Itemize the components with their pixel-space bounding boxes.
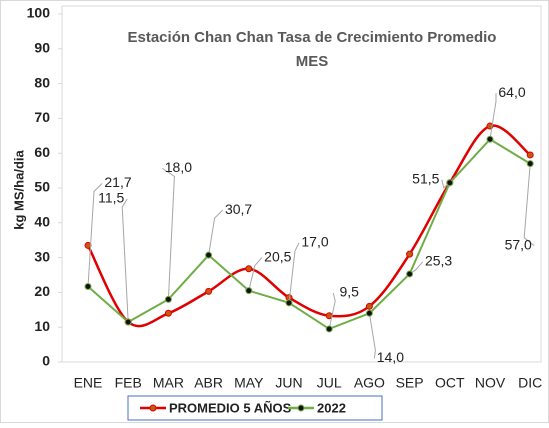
x-tick-label: FEB bbox=[115, 375, 142, 391]
data-point bbox=[406, 250, 414, 258]
data-point bbox=[365, 302, 373, 310]
data-point bbox=[164, 309, 172, 317]
data-point bbox=[365, 309, 373, 317]
x-tick-label: ABR bbox=[194, 375, 223, 391]
data-label: 30,7 bbox=[225, 201, 252, 217]
label-leader bbox=[523, 163, 535, 247]
data-point bbox=[84, 282, 92, 290]
label-leader bbox=[489, 93, 497, 140]
legend-marker bbox=[297, 404, 305, 412]
data-point bbox=[486, 135, 494, 143]
label-leader bbox=[162, 167, 175, 300]
data-label: 11,5 bbox=[98, 190, 124, 206]
y-tick-label: 80 bbox=[34, 74, 50, 90]
legend-label: 2022 bbox=[317, 400, 346, 415]
data-point bbox=[526, 160, 534, 168]
data-point bbox=[205, 287, 213, 295]
series-line bbox=[87, 138, 531, 331]
y-tick-label: 100 bbox=[27, 5, 51, 21]
data-point bbox=[446, 179, 454, 187]
x-tick-label: JUL bbox=[317, 375, 342, 391]
data-label: 57,0 bbox=[505, 236, 532, 252]
series-line bbox=[86, 124, 532, 328]
label-leader bbox=[208, 209, 223, 256]
data-label: 51,5 bbox=[412, 170, 439, 186]
x-tick-label: AGO bbox=[354, 375, 385, 391]
y-tick-label: 90 bbox=[34, 40, 50, 56]
data-label: 21,7 bbox=[104, 174, 131, 190]
plot-frame bbox=[61, 5, 542, 363]
x-tick-label: JUN bbox=[275, 375, 302, 391]
label-leader bbox=[288, 242, 300, 303]
data-label: 9,5 bbox=[339, 284, 359, 300]
data-label: 20,5 bbox=[264, 248, 291, 264]
x-axis-title: MES bbox=[296, 53, 329, 70]
y-tick-label: 70 bbox=[34, 109, 50, 125]
data-label: 14,0 bbox=[377, 349, 404, 365]
data-label: 64,0 bbox=[498, 84, 525, 100]
x-tick-label: ENE bbox=[74, 375, 103, 391]
label-leader bbox=[328, 292, 336, 330]
data-label: 25,3 bbox=[425, 253, 452, 269]
data-point bbox=[205, 251, 213, 259]
data-point bbox=[526, 151, 534, 159]
y-tick-label: 0 bbox=[42, 353, 50, 369]
y-tick-label: 20 bbox=[34, 283, 50, 299]
legend-marker bbox=[149, 404, 157, 412]
x-tick-label: NOV bbox=[475, 375, 506, 391]
y-tick-label: 10 bbox=[34, 318, 50, 334]
label-leader bbox=[368, 313, 376, 359]
label-leader bbox=[87, 183, 103, 287]
data-point bbox=[245, 287, 253, 295]
data-point bbox=[164, 295, 172, 303]
x-tick-label: OCT bbox=[435, 375, 465, 391]
y-tick-label: 30 bbox=[34, 248, 50, 264]
chart-title: Estación Chan Chan Tasa de Crecimiento P… bbox=[128, 29, 497, 46]
data-point bbox=[325, 325, 333, 333]
data-label: 17,0 bbox=[301, 234, 328, 250]
data-point bbox=[124, 318, 132, 326]
y-tick-label: 40 bbox=[34, 214, 50, 230]
label-leader bbox=[248, 257, 263, 291]
y-axis-title: kg MS/ha/dia bbox=[11, 150, 26, 230]
data-point bbox=[285, 299, 293, 307]
data-point bbox=[406, 270, 414, 278]
data-point bbox=[245, 265, 253, 273]
legend-label: PROMEDIO 5 AÑOS bbox=[169, 400, 292, 415]
x-tick-label: MAY bbox=[234, 375, 264, 391]
legend-box bbox=[127, 395, 383, 421]
label-leader bbox=[121, 198, 129, 323]
x-tick-label: DIC bbox=[518, 375, 542, 391]
y-tick-label: 50 bbox=[34, 179, 50, 195]
y-tick-label: 60 bbox=[34, 144, 50, 160]
x-tick-label: MAR bbox=[153, 375, 184, 391]
x-tick-label: SEP bbox=[396, 375, 424, 391]
data-label: 18,0 bbox=[165, 159, 192, 175]
